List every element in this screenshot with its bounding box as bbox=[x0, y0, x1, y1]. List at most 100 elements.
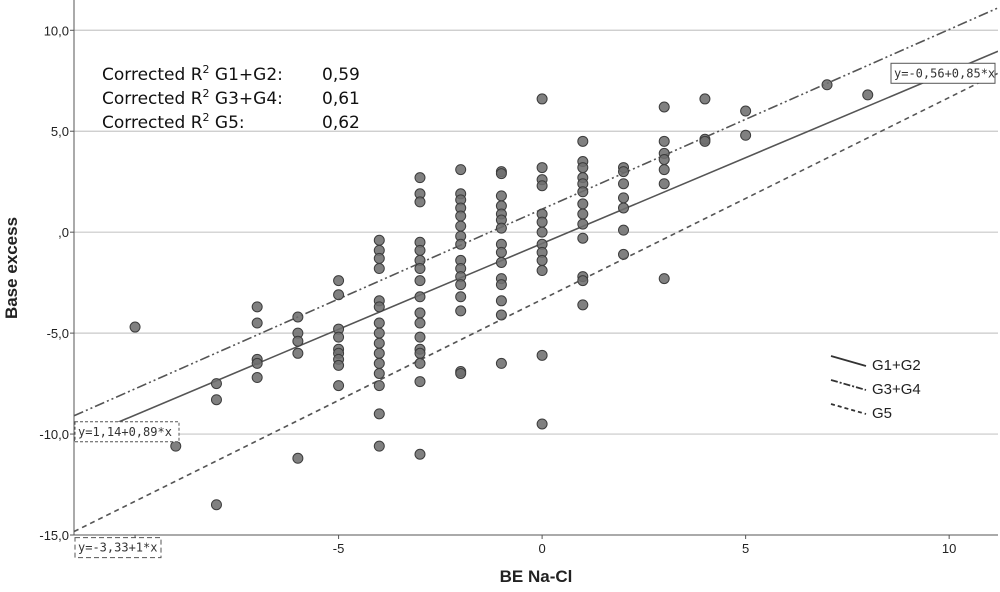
data-point bbox=[251, 372, 263, 384]
data-point bbox=[658, 153, 670, 165]
data-point bbox=[414, 291, 426, 303]
data-point bbox=[251, 357, 263, 369]
data-point bbox=[495, 222, 507, 234]
data-point bbox=[577, 135, 589, 147]
data-point bbox=[658, 273, 670, 285]
data-point bbox=[170, 440, 182, 452]
equation-box bbox=[890, 62, 996, 84]
data-point bbox=[373, 337, 385, 349]
data-point bbox=[210, 378, 222, 390]
data-point bbox=[495, 168, 507, 180]
data-point bbox=[658, 178, 670, 190]
data-point bbox=[373, 252, 385, 264]
equation-text: y=-0,56+0,85*x bbox=[894, 66, 995, 80]
y-axis-title: Base excess bbox=[2, 217, 21, 319]
x-tick-label: 5 bbox=[742, 541, 749, 556]
legend-label: G3+G4 bbox=[872, 381, 921, 398]
y-tick-label: -5,0 bbox=[47, 326, 69, 341]
stat-label: Corrected R2 G5: bbox=[102, 111, 245, 133]
data-point bbox=[495, 190, 507, 202]
stat-value: 0,59 bbox=[322, 65, 360, 85]
data-point bbox=[414, 376, 426, 388]
data-point bbox=[577, 232, 589, 244]
data-point bbox=[577, 162, 589, 174]
data-point bbox=[495, 256, 507, 268]
data-point bbox=[536, 216, 548, 228]
data-point bbox=[373, 380, 385, 392]
data-point bbox=[333, 331, 345, 343]
data-point bbox=[251, 317, 263, 329]
data-point bbox=[455, 367, 467, 379]
data-point bbox=[414, 172, 426, 184]
equation-label: y=1,14+0,89*x bbox=[74, 421, 180, 443]
data-point bbox=[658, 164, 670, 176]
data-point bbox=[373, 234, 385, 246]
data-point bbox=[577, 275, 589, 287]
stat-label: Corrected R2 G1+G2: bbox=[102, 63, 283, 85]
legend-swatch bbox=[830, 403, 867, 415]
legend-swatch bbox=[830, 355, 867, 367]
equation-box bbox=[74, 421, 180, 443]
data-point bbox=[618, 178, 630, 190]
data-point bbox=[618, 166, 630, 178]
data-point bbox=[536, 418, 548, 430]
data-point bbox=[373, 317, 385, 329]
data-point bbox=[373, 367, 385, 379]
data-point bbox=[740, 105, 752, 117]
legend-label: G1+G2 bbox=[872, 357, 921, 374]
data-point bbox=[536, 93, 548, 105]
x-tick-label: 0 bbox=[538, 541, 545, 556]
data-point bbox=[455, 279, 467, 291]
legend-label: G5 bbox=[872, 405, 892, 422]
x-tick-label: 10 bbox=[942, 541, 956, 556]
stat-value: 0,61 bbox=[322, 89, 360, 109]
data-point bbox=[495, 246, 507, 258]
y-tick-label: -15,0 bbox=[39, 528, 69, 543]
data-point bbox=[455, 164, 467, 176]
r-squared-block: Corrected R2 G1+G2: 0,59 Corrected R2 G3+G… bbox=[102, 63, 360, 133]
data-point bbox=[536, 162, 548, 174]
legend: G1+G2 G3+G4 G5 bbox=[830, 355, 921, 422]
data-point bbox=[414, 275, 426, 287]
data-point bbox=[455, 220, 467, 232]
data-point bbox=[699, 93, 711, 105]
y-tick-label: 5,0 bbox=[51, 124, 69, 139]
data-point bbox=[536, 349, 548, 361]
regression-line-g1-g2 bbox=[74, 50, 998, 442]
data-point bbox=[292, 335, 304, 347]
y-tick-labels: -15,0 -10,0 -5,0 ,0 5,0 10,0 bbox=[39, 23, 74, 543]
data-point bbox=[373, 263, 385, 275]
y-tick-label: 10,0 bbox=[44, 23, 69, 38]
data-point bbox=[414, 357, 426, 369]
data-point bbox=[495, 357, 507, 369]
data-point bbox=[618, 202, 630, 214]
data-point bbox=[536, 180, 548, 192]
data-point bbox=[577, 208, 589, 220]
equation-labels: y=-0,56+0,85*x y=1,14+0,89*x y=-3,33+1*x bbox=[74, 62, 996, 559]
data-point bbox=[414, 317, 426, 329]
y-tick-label: -10,0 bbox=[39, 427, 69, 442]
data-point bbox=[129, 321, 141, 333]
data-point bbox=[373, 440, 385, 452]
data-point bbox=[495, 279, 507, 291]
data-point bbox=[862, 89, 874, 101]
data-point bbox=[373, 301, 385, 313]
data-point bbox=[618, 224, 630, 236]
data-point bbox=[373, 327, 385, 339]
data-point bbox=[292, 347, 304, 359]
data-point bbox=[251, 301, 263, 313]
stat-label: Corrected R2 G3+G4: bbox=[102, 87, 283, 109]
data-point bbox=[292, 311, 304, 323]
gridlines bbox=[74, 29, 998, 435]
data-point bbox=[333, 380, 345, 392]
y-tick-label: ,0 bbox=[58, 225, 69, 240]
regression-line-g5 bbox=[74, 72, 998, 533]
data-point bbox=[333, 289, 345, 301]
x-tick-label: -5 bbox=[333, 541, 345, 556]
data-point bbox=[577, 218, 589, 230]
data-point bbox=[740, 129, 752, 141]
data-point bbox=[699, 135, 711, 147]
data-point bbox=[495, 309, 507, 321]
data-point bbox=[333, 359, 345, 371]
